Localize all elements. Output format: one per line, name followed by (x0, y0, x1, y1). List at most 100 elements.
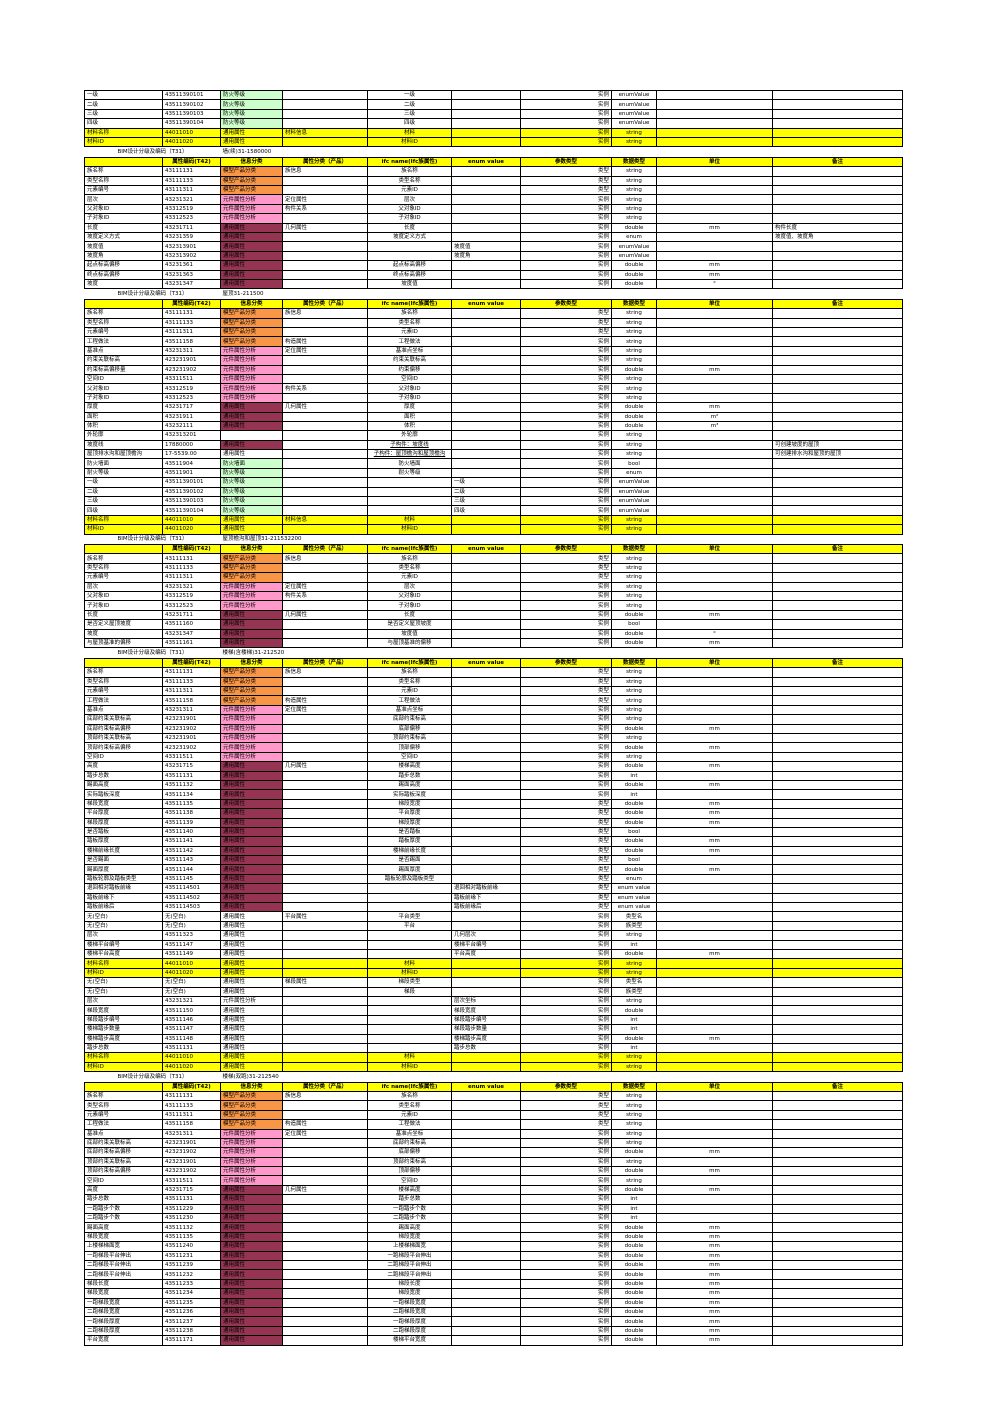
data-type-cell: double (611, 278, 657, 290)
attr-code-cell: 43511142 (162, 845, 221, 857)
data-type-cell: string (611, 203, 657, 215)
table-row: 坡度 43231347 通用属性 坡度值 实例 double ° (84, 278, 903, 290)
attr-code-cell: 43231911 (162, 411, 221, 422)
attr-name-cell: 是否踏板 (84, 826, 163, 838)
enum-value-cell (451, 127, 521, 138)
param-type-cell: 类型 (520, 873, 612, 885)
attr-code-cell: 435111450​3 (162, 902, 221, 913)
param-type-cell: 实例 (520, 995, 612, 1007)
enum-value-cell (451, 136, 521, 148)
table-row: 踢面高度 43511132 通用属性 踢面高度 实例 double mm (84, 779, 903, 791)
note-cell (772, 986, 903, 997)
data-type-cell: string (611, 930, 657, 941)
info-class-cell: 通用属性 (220, 845, 283, 857)
ifc-name-cell: 踢面高度 (367, 1222, 452, 1233)
attr-class-cell (282, 742, 368, 753)
ifc-name-cell: 梯段宽度 (367, 1231, 452, 1243)
info-class-cell: 防火等级 (220, 486, 283, 498)
attr-name-cell: 元素编号 (84, 326, 163, 338)
table-row: 族名称 43111131 模型产品分类 族信息 族名称 类型 string (84, 667, 903, 678)
enum-value-cell (451, 467, 521, 479)
info-class-cell: 模型产品分类 (220, 572, 283, 583)
table-row: 子对象ID 43312523 元件属性分析 子对象ID 实例 string (84, 213, 903, 224)
section-title: 楼梯(双跑)31-212540 (222, 1073, 279, 1080)
attr-code-cell: 43511147 (162, 939, 221, 951)
data-type-cell: enumValue (611, 108, 657, 120)
header-blank-cell (84, 298, 163, 310)
table-row: 基准点 43231311 元件属性分析 定位属性 基准点坐标 实例 string (84, 345, 903, 357)
attr-code-cell: 435111450​2 (162, 892, 221, 904)
info-class-cell: 防火等级 (220, 108, 283, 120)
attr-code-cell: 423231901 (162, 1156, 221, 1168)
enum-value-cell (451, 977, 521, 988)
note-cell (772, 1061, 903, 1073)
unit-cell (656, 967, 773, 979)
ifc-name-cell: 父对象ID (367, 591, 452, 602)
note-cell (772, 1325, 903, 1337)
table-row: 楼梯踏步高度 43511148 通用属性 楼梯踏步高度 实例 double mm (84, 1033, 903, 1044)
ifc-name-cell: 楼梯前缘长度 (367, 845, 452, 857)
attr-code-cell: 43511150 (162, 1005, 221, 1016)
column-header: 属性编码(T42) (162, 156, 221, 168)
info-class-cell: 通用属性 (220, 231, 283, 243)
param-type-cell: 实例 (520, 364, 612, 375)
note-cell (772, 345, 903, 357)
attr-code-cell: 43231711 (162, 222, 221, 233)
unit-cell: mm (656, 742, 773, 753)
unit-cell (656, 1156, 773, 1168)
unit-cell (656, 345, 773, 357)
attr-class-cell (282, 600, 368, 611)
attr-name-cell: 厚度 (84, 402, 163, 413)
table-row: 终点标高偏移 43231363 通用属性 终点标高偏移 实例 double mm (84, 269, 903, 280)
attr-code-cell: 423231901 (162, 732, 221, 744)
data-type-cell: string (611, 355, 657, 366)
note-cell (772, 118, 903, 129)
ifc-name-cell: 元素ID (367, 686, 452, 697)
unit-cell (656, 467, 773, 479)
param-type-cell: 类型 (520, 175, 612, 187)
param-type-cell: 实例 (520, 99, 612, 110)
enum-value-cell (451, 1297, 521, 1308)
enum-value-cell (451, 676, 521, 688)
attr-class-cell: 几何属性 (282, 761, 368, 772)
attr-name-cell: 基准点 (84, 704, 163, 716)
table-row: 一跑踏步个数 43511229 通用属性 一跑踏步个数 实例 int (84, 1203, 903, 1215)
ifc-name-cell: 族名称 (367, 553, 452, 564)
data-type-cell: double (611, 1297, 657, 1308)
enum-value-cell (451, 986, 521, 997)
ifc-name-cell (367, 1014, 452, 1026)
table-row: 层次 43231321 元件属性分析 层次坐标 实例 string (84, 995, 903, 1007)
attr-code-cell: 43111133 (162, 317, 221, 329)
enum-value-cell (451, 260, 521, 271)
info-class-cell: 元件属性分析 (220, 742, 283, 753)
column-header: 属性分类（产品） (282, 156, 368, 168)
ifc-name-cell: 踏步总数 (367, 1194, 452, 1205)
info-class-cell: 元件属性分析 (220, 732, 283, 744)
data-type-cell: string (611, 439, 657, 451)
unit-cell (656, 1128, 773, 1139)
enum-value-cell (451, 958, 521, 969)
attr-code-cell: 43312523 (162, 600, 221, 611)
attr-class-cell (282, 789, 368, 800)
enum-value-cell (451, 1128, 521, 1139)
attr-name-cell: 父对象ID (84, 203, 163, 215)
attr-name-cell: 材料名称 (84, 1052, 163, 1063)
param-type-cell: 实例 (520, 231, 612, 243)
attr-class-cell (282, 449, 368, 460)
unit-cell: mm (656, 222, 773, 233)
attr-code-cell: 43312519 (162, 203, 221, 215)
attr-class-cell (282, 1213, 368, 1224)
data-type-cell: double (611, 364, 657, 375)
ifc-name-cell: 类型名称 (367, 676, 452, 688)
column-header: enum value (451, 1081, 521, 1092)
ifc-name-cell: 父对象ID (367, 203, 452, 215)
data-type-cell: 族类型 (611, 920, 657, 932)
enum-value-cell: 二级 (451, 486, 521, 498)
attr-name-cell: 梯段宽度 (84, 1005, 163, 1016)
info-class-cell: 防火等级 (220, 89, 283, 101)
note-cell (772, 591, 903, 602)
attr-name-cell: 层次 (84, 194, 163, 205)
ifc-name-cell: 长度 (367, 609, 452, 621)
column-header: 备注 (772, 156, 903, 168)
note-cell (772, 619, 903, 630)
